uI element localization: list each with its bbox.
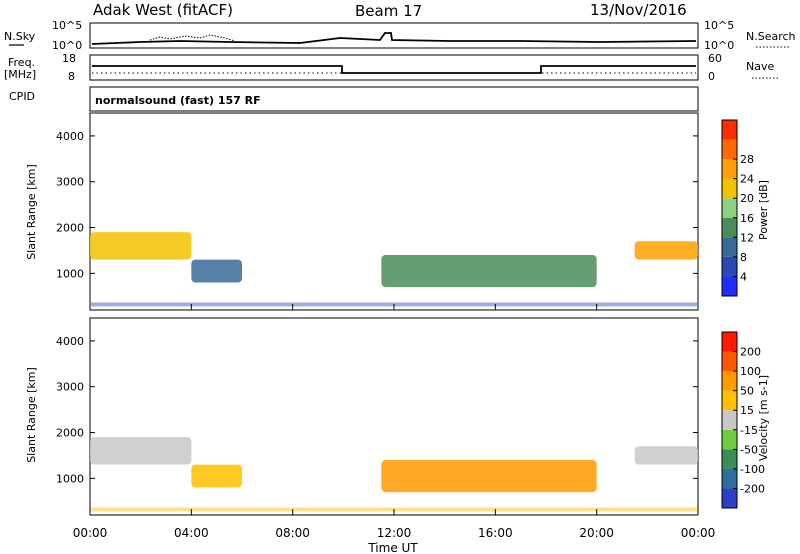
colorbar-segment: [722, 217, 737, 238]
freq-tick-bottom: 8: [68, 70, 75, 83]
xtick-label: 00:00: [73, 526, 108, 540]
velocity-panel: 1000 2000 3000 4000: [56, 317, 699, 516]
power-panel: 1000 2000 3000 4000: [56, 112, 699, 311]
nsearch-label: N.Search: [746, 30, 796, 43]
colorbar-label: 50: [740, 385, 754, 398]
power-yaxis: 1000 2000 3000 4000: [56, 130, 698, 280]
colorbar-label: 24: [740, 173, 754, 186]
colorbar-segment: [722, 390, 737, 411]
power-echo-midday-echo: [381, 255, 597, 288]
colorbar-segment: [722, 237, 737, 257]
ytick-label: 3000: [56, 381, 84, 394]
colorbar-segment: [722, 429, 737, 450]
colorbar-segment: [722, 178, 737, 199]
colorbar-frame: [721, 331, 738, 509]
ytick-label: 4000: [56, 130, 84, 143]
xtick-label: 12:00: [377, 526, 412, 540]
power-ylabel: Slant Range [km]: [25, 164, 38, 260]
power-echo-post-04-echo: [191, 259, 242, 283]
colorbar-label: 200: [740, 346, 761, 359]
nsearch-tick-bottom: 10^0: [704, 39, 734, 52]
xtick-label: 04:00: [174, 526, 209, 540]
nsky-trace: [91, 32, 697, 45]
colorbar-label: 28: [740, 153, 754, 166]
colorbar-label: 20: [740, 192, 754, 205]
colorbar-segment: [722, 488, 737, 508]
nave-tick-top: 60: [708, 52, 722, 65]
cpid-text: normalsound (fast) 157 RF: [95, 94, 261, 107]
xtick-label: 08:00: [275, 526, 310, 540]
nsearch-trace: [149, 34, 236, 42]
colorbar-label: 15: [740, 404, 754, 417]
cpid-panel-frame: [89, 86, 699, 112]
ytick-label: 2000: [56, 222, 84, 235]
time-xaxis: 00:00 04:00 08:00 12:00 16:00 20:00 00:00: [73, 304, 716, 540]
xaxis-label: Time UT: [367, 541, 418, 554]
velocity-echo-post-04-echo: [191, 464, 242, 488]
colorbar-segment: [722, 410, 737, 430]
colorbar-label: -200: [740, 482, 765, 495]
freq-trace: [92, 65, 696, 74]
freq-label: Freq.: [8, 56, 35, 69]
date-title: 13/Nov/2016: [590, 1, 687, 19]
colorbar-segment: [722, 332, 737, 352]
freq-tick-top: 18: [62, 52, 76, 65]
colorbar-segment: [722, 159, 737, 179]
colorbar-label: 16: [740, 212, 754, 225]
velocity-scale-label: Velocity [m s-1]: [757, 375, 770, 461]
nsky-panel-frame: [89, 22, 699, 49]
freq-unit-label: [MHz]: [4, 68, 36, 81]
velocity-echo-midday-echo: [381, 460, 597, 493]
power-colorbar: 4 8 12 16 20 24 28: [721, 119, 754, 297]
colorbar-segment: [722, 120, 737, 140]
colorbar-label: 4: [740, 270, 747, 283]
colorbar-label: 100: [740, 365, 761, 378]
nsky-label: N.Sky: [4, 30, 36, 43]
station-title: Adak West (fitACF): [93, 1, 233, 19]
colorbar-segment: [722, 371, 737, 391]
cpid-label: CPID: [9, 90, 35, 103]
colorbar-segment: [722, 276, 737, 296]
velocity-echo-early-echo: [90, 437, 192, 465]
nsearch-tick-top: 10^5: [704, 19, 734, 32]
ytick-label: 1000: [56, 472, 84, 485]
velocity-ylabel: Slant Range [km]: [25, 367, 38, 463]
nsky-tick-bottom: 10^0: [52, 39, 82, 52]
xtick-label: 00:00: [681, 526, 716, 540]
colorbar-segment: [722, 198, 737, 218]
nave-tick-bottom: 0: [708, 70, 715, 83]
colorbar-frame: [721, 119, 738, 297]
colorbar-label: -50: [740, 443, 758, 456]
ytick-label: 4000: [56, 335, 84, 348]
nsky-tick-top: 10^5: [52, 19, 82, 32]
beam-title: Beam 17: [355, 2, 422, 20]
colorbar-label: 12: [740, 231, 754, 244]
colorbar-label: -100: [740, 463, 765, 476]
velocity-echo-late-echo: [634, 446, 698, 465]
colorbar-label: 8: [740, 251, 747, 264]
ytick-label: 2000: [56, 427, 84, 440]
power-echo-early-echo: [90, 232, 192, 260]
xtick-label: 20:00: [579, 526, 614, 540]
colorbar-segment: [722, 139, 737, 160]
power-scale-label: Power [dB]: [757, 180, 770, 240]
colorbar-segment: [722, 351, 737, 372]
colorbar-segment: [722, 468, 737, 489]
ytick-label: 3000: [56, 176, 84, 189]
xtick-label: 16:00: [478, 526, 513, 540]
ytick-label: 1000: [56, 267, 84, 280]
colorbar-label: -15: [740, 424, 758, 437]
nave-label: Nave: [746, 60, 774, 73]
colorbar-segment: [722, 256, 737, 277]
freq-panel-frame: [89, 54, 699, 81]
colorbar-segment: [722, 449, 737, 469]
velocity-colorbar: 200 100 50 15 -15 -50 -100 -200: [721, 331, 765, 509]
velocity-yaxis: 1000 2000 3000 4000: [56, 335, 698, 485]
power-echo-late-echo: [634, 241, 698, 260]
